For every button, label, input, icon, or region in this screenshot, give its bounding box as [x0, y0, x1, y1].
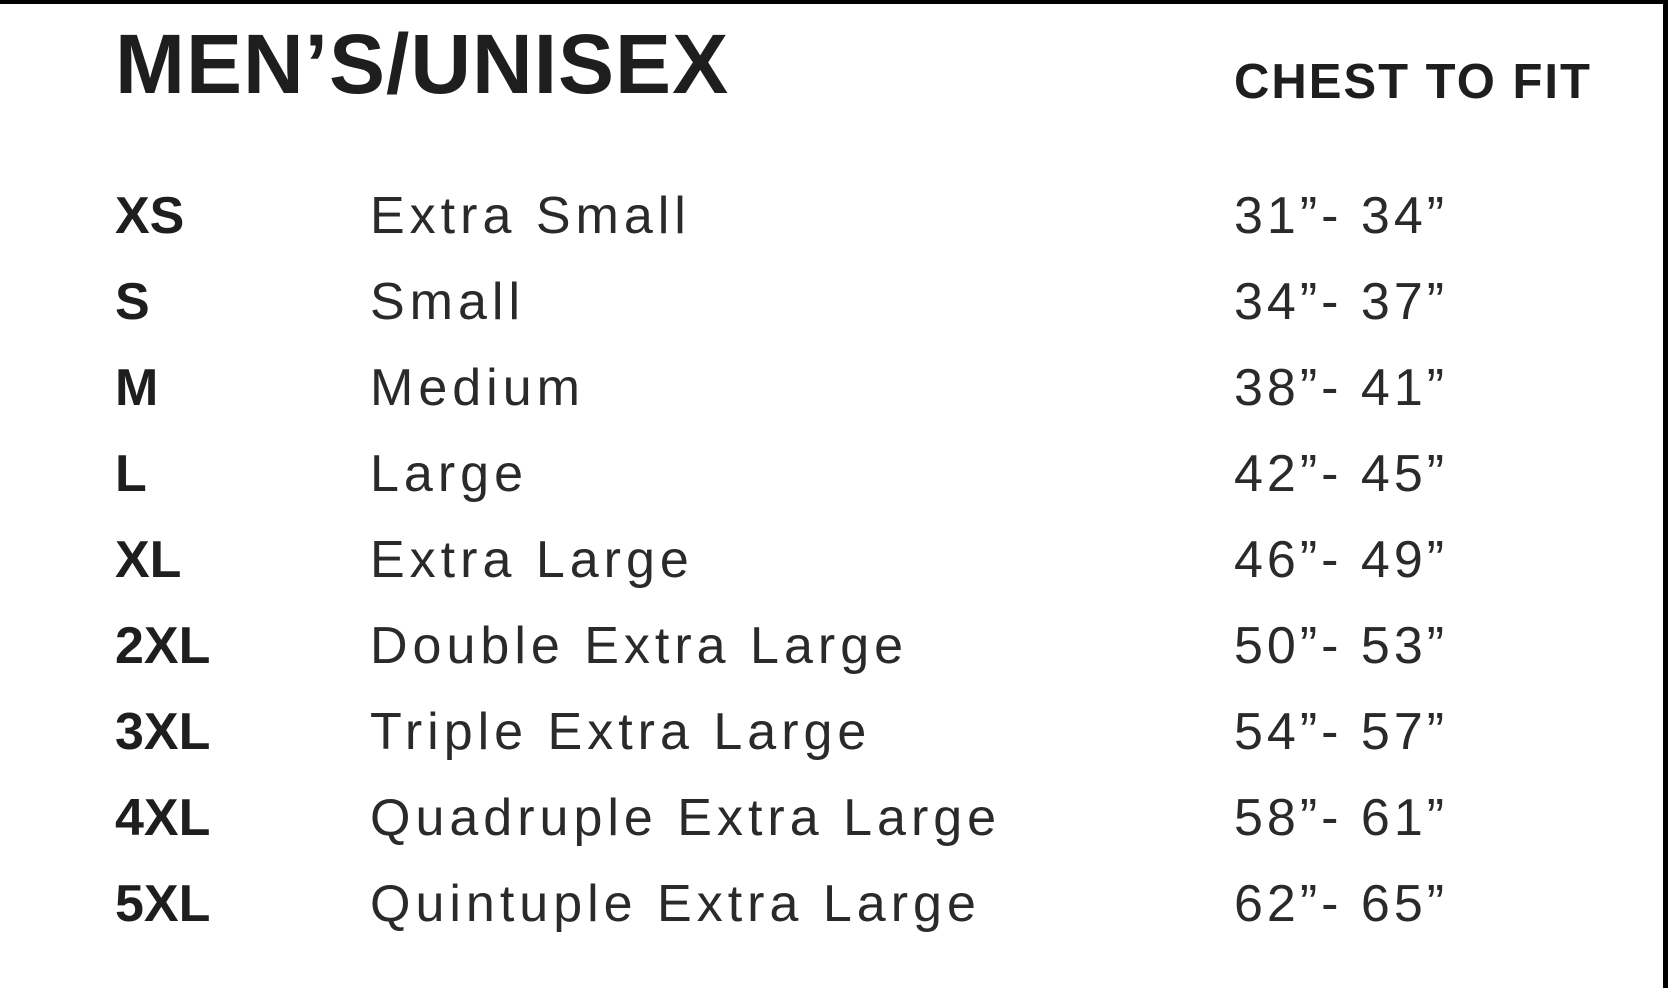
- table-row: 5XL Quintuple Extra Large 62”- 65”: [0, 878, 1660, 964]
- chest-range: 50”- 53”: [1234, 617, 1449, 675]
- chest-range: 31”- 34”: [1234, 187, 1449, 245]
- size-code: XS: [115, 187, 185, 245]
- size-name: Double Extra Large: [370, 617, 909, 675]
- size-code: 5XL: [115, 875, 211, 933]
- page-title: MEN’S/UNISEX: [115, 17, 730, 111]
- size-code: XL: [115, 531, 182, 589]
- chest-range: 34”- 37”: [1234, 273, 1449, 331]
- chest-range: 42”- 45”: [1234, 445, 1449, 503]
- table-row: M Medium 38”- 41”: [0, 362, 1660, 448]
- chest-range: 46”- 49”: [1234, 531, 1449, 589]
- size-name: Triple Extra Large: [370, 703, 872, 761]
- chest-range: 54”- 57”: [1234, 703, 1449, 761]
- table-row: XL Extra Large 46”- 49”: [0, 534, 1660, 620]
- chest-column-header: CHEST TO FIT: [1234, 55, 1592, 109]
- chest-range: 58”- 61”: [1234, 789, 1449, 847]
- table-row: 2XL Double Extra Large 50”- 53”: [0, 620, 1660, 706]
- size-name: Quintuple Extra Large: [370, 875, 981, 933]
- chest-range: 62”- 65”: [1234, 875, 1449, 933]
- right-border: [1663, 0, 1668, 988]
- size-code: 4XL: [115, 789, 211, 847]
- table-row: 4XL Quadruple Extra Large 58”- 61”: [0, 792, 1660, 878]
- size-name: Large: [370, 445, 528, 503]
- table-row: S Small 34”- 37”: [0, 276, 1660, 362]
- size-code: 3XL: [115, 703, 211, 761]
- table-row: 3XL Triple Extra Large 54”- 57”: [0, 706, 1660, 792]
- size-name: Extra Small: [370, 187, 691, 245]
- top-border: [0, 0, 1668, 4]
- table-row: XS Extra Small 31”- 34”: [0, 190, 1660, 276]
- size-table: XS Extra Small 31”- 34” S Small 34”- 37” M Me…: [0, 190, 1660, 964]
- size-code: 2XL: [115, 617, 211, 675]
- size-code: L: [115, 445, 147, 503]
- size-name: Medium: [370, 359, 585, 417]
- size-name: Small: [370, 273, 526, 331]
- size-name: Extra Large: [370, 531, 694, 589]
- size-code: M: [115, 359, 159, 417]
- table-row: L Large 42”- 45”: [0, 448, 1660, 534]
- size-code: S: [115, 273, 150, 331]
- chest-range: 38”- 41”: [1234, 359, 1449, 417]
- size-name: Quadruple Extra Large: [370, 789, 1002, 847]
